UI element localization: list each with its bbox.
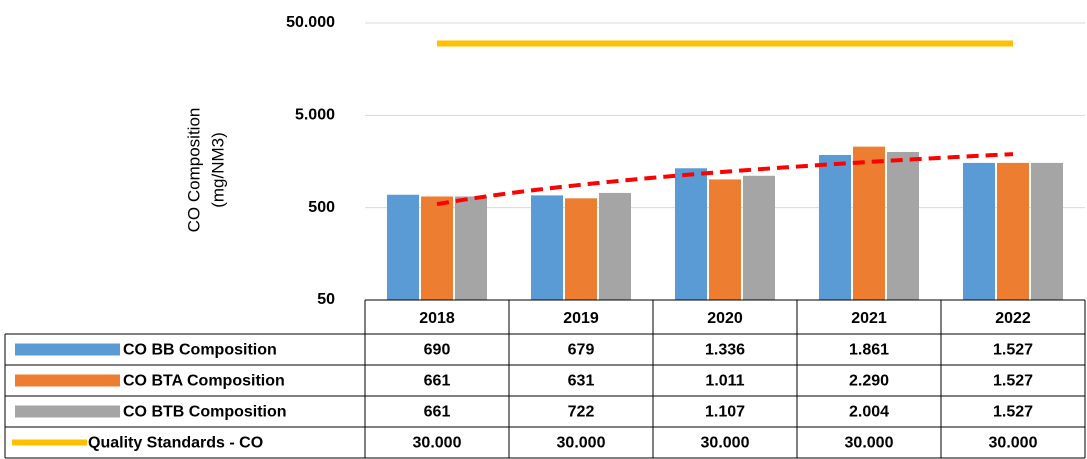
category-label: 2020 <box>707 310 743 327</box>
legend-swatch <box>12 439 87 446</box>
legend-label: CO BB Composition <box>123 342 277 359</box>
bar <box>997 162 1029 300</box>
table-cell: 1.011 <box>705 373 744 390</box>
bar <box>675 168 707 300</box>
legend-swatch <box>15 343 120 356</box>
table-cell: 30.000 <box>557 435 606 452</box>
table-cell: 1.527 <box>993 373 1033 390</box>
table-cell: 2.004 <box>849 404 889 421</box>
table-cell: 30.000 <box>989 435 1038 452</box>
legend-swatch <box>15 374 120 387</box>
legend-label: Quality Standards - CO <box>88 435 263 452</box>
bar <box>531 195 563 300</box>
table-cell: 661 <box>424 373 451 390</box>
table-cell: 661 <box>424 404 451 421</box>
bar <box>387 194 419 300</box>
y-tick-label: 50 <box>317 291 335 308</box>
table-cell: 1.107 <box>705 404 745 421</box>
category-label: 2019 <box>563 310 599 327</box>
bar <box>853 146 885 300</box>
legend-label: CO BTB Composition <box>123 404 287 421</box>
legend-swatch <box>15 405 120 418</box>
bar <box>887 151 919 300</box>
table-cell: 2.290 <box>849 373 889 390</box>
trendline <box>436 152 1014 207</box>
bar <box>819 154 851 300</box>
table-cell: 1.336 <box>705 342 745 359</box>
y-axis-label: (mg/NM3) <box>208 132 227 208</box>
y-tick-label: 5.000 <box>295 107 335 124</box>
bar <box>565 198 597 300</box>
bar <box>455 196 487 300</box>
y-tick-label: 500 <box>308 199 335 216</box>
bar <box>963 162 995 300</box>
table-cell: 1.527 <box>993 342 1033 359</box>
table-cell: 30.000 <box>701 435 750 452</box>
bar <box>421 196 453 300</box>
table-cell: 679 <box>568 342 595 359</box>
bar <box>599 192 631 300</box>
category-label: 2018 <box>419 310 455 327</box>
table-cell: 30.000 <box>845 435 894 452</box>
table-cell: 1.527 <box>993 404 1033 421</box>
bar <box>709 179 741 300</box>
table-cell: 690 <box>424 342 451 359</box>
table-cell: 30.000 <box>413 435 462 452</box>
bar <box>743 175 775 300</box>
y-axis-label: CO Composition <box>184 108 203 233</box>
table-cell: 722 <box>568 404 595 421</box>
category-label: 2021 <box>851 310 887 327</box>
legend-label: CO BTA Composition <box>123 373 285 390</box>
table-cell: 631 <box>568 373 595 390</box>
category-label: 2022 <box>995 310 1031 327</box>
y-tick-label: 50.000 <box>286 14 335 31</box>
bar <box>1031 162 1063 300</box>
table-cell: 1.861 <box>849 342 889 359</box>
